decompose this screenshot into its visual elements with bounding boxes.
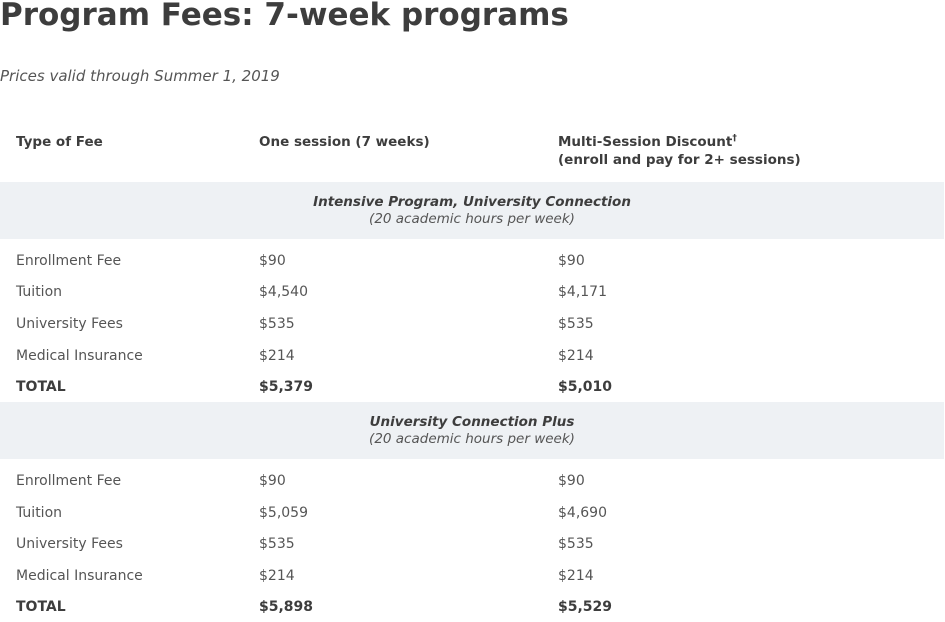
fee-multi-session: $535 xyxy=(558,536,594,553)
section-name: University Connection Plus xyxy=(369,413,575,430)
fee-label: Medical Insurance xyxy=(16,567,143,584)
total-label: TOTAL xyxy=(16,378,66,395)
fee-one-session: $214 xyxy=(259,567,295,584)
fee-one-session: $535 xyxy=(259,315,295,332)
section-header: Intensive Program, University Connection… xyxy=(0,182,944,239)
table-row: Tuition $5,059 $4,690 xyxy=(0,497,944,529)
header-multi-session-note: (enroll and pay for 2+ sessions) xyxy=(558,152,801,168)
section-header: University Connection Plus (20 academic … xyxy=(0,402,944,460)
fee-multi-session: $535 xyxy=(558,315,594,332)
fee-one-session: $214 xyxy=(259,347,295,364)
section-header-row: University Connection Plus (20 academic … xyxy=(0,402,944,460)
fee-label: Enrollment Fee xyxy=(16,473,122,490)
fee-multi-session: $214 xyxy=(558,567,594,584)
total-multi-session: $5,010 xyxy=(558,378,613,395)
total-row: TOTAL $5,898 $5,529 xyxy=(0,592,944,622)
fee-multi-session: $90 xyxy=(558,252,585,269)
fee-one-session: $5,059 xyxy=(259,504,308,521)
header-type-of-fee: Type of Fee xyxy=(16,134,103,150)
header-multi-session: Multi-Session Discount† (enroll and pay … xyxy=(542,124,944,182)
total-one-session: $5,898 xyxy=(259,599,314,616)
fee-one-session: $535 xyxy=(259,536,295,553)
fee-multi-session: $4,690 xyxy=(558,504,607,521)
dagger-footnote-mark: † xyxy=(732,133,737,144)
fee-one-session: $4,540 xyxy=(259,284,308,301)
fee-label: University Fees xyxy=(16,536,123,553)
fee-label: Tuition xyxy=(16,504,63,521)
section-hours: (20 academic hours per week) xyxy=(369,430,575,447)
price-validity-note: Prices valid through Summer 1, 2019 xyxy=(0,67,280,85)
table-row: Medical Insurance $214 $214 xyxy=(0,340,944,372)
total-row: TOTAL $5,379 $5,010 xyxy=(0,371,944,402)
fee-label: University Fees xyxy=(16,315,123,332)
section-header-row: Intensive Program, University Connection… xyxy=(0,182,944,239)
page-title: Program Fees: 7-week programs xyxy=(0,0,569,33)
table-row: Tuition $4,540 $4,171 xyxy=(0,277,944,309)
header-multi-session-label: Multi-Session Discount xyxy=(558,134,733,150)
fee-multi-session: $90 xyxy=(558,473,585,490)
section-hours: (20 academic hours per week) xyxy=(369,210,575,227)
fee-one-session: $90 xyxy=(259,252,286,269)
fee-multi-session: $4,171 xyxy=(558,284,607,301)
table-row: University Fees $535 $535 xyxy=(0,529,944,561)
total-multi-session: $5,529 xyxy=(558,599,613,616)
fee-one-session: $90 xyxy=(259,473,286,490)
fees-table: Type of Fee One session (7 weeks) Multi-… xyxy=(0,124,944,622)
header-one-session: One session (7 weeks) xyxy=(259,134,430,150)
table-row: Enrollment Fee $90 $90 xyxy=(0,465,944,497)
table-row: University Fees $535 $535 xyxy=(0,308,944,340)
table-row: Enrollment Fee $90 $90 xyxy=(0,245,944,277)
section-name: Intensive Program, University Connection xyxy=(313,193,631,210)
fee-label: Medical Insurance xyxy=(16,347,143,364)
total-one-session: $5,379 xyxy=(259,378,314,395)
fee-label: Tuition xyxy=(16,284,63,301)
table-header-row: Type of Fee One session (7 weeks) Multi-… xyxy=(0,124,944,182)
table-row: Medical Insurance $214 $214 xyxy=(0,560,944,592)
total-label: TOTAL xyxy=(16,599,66,616)
fee-label: Enrollment Fee xyxy=(16,252,122,269)
fee-multi-session: $214 xyxy=(558,347,594,364)
